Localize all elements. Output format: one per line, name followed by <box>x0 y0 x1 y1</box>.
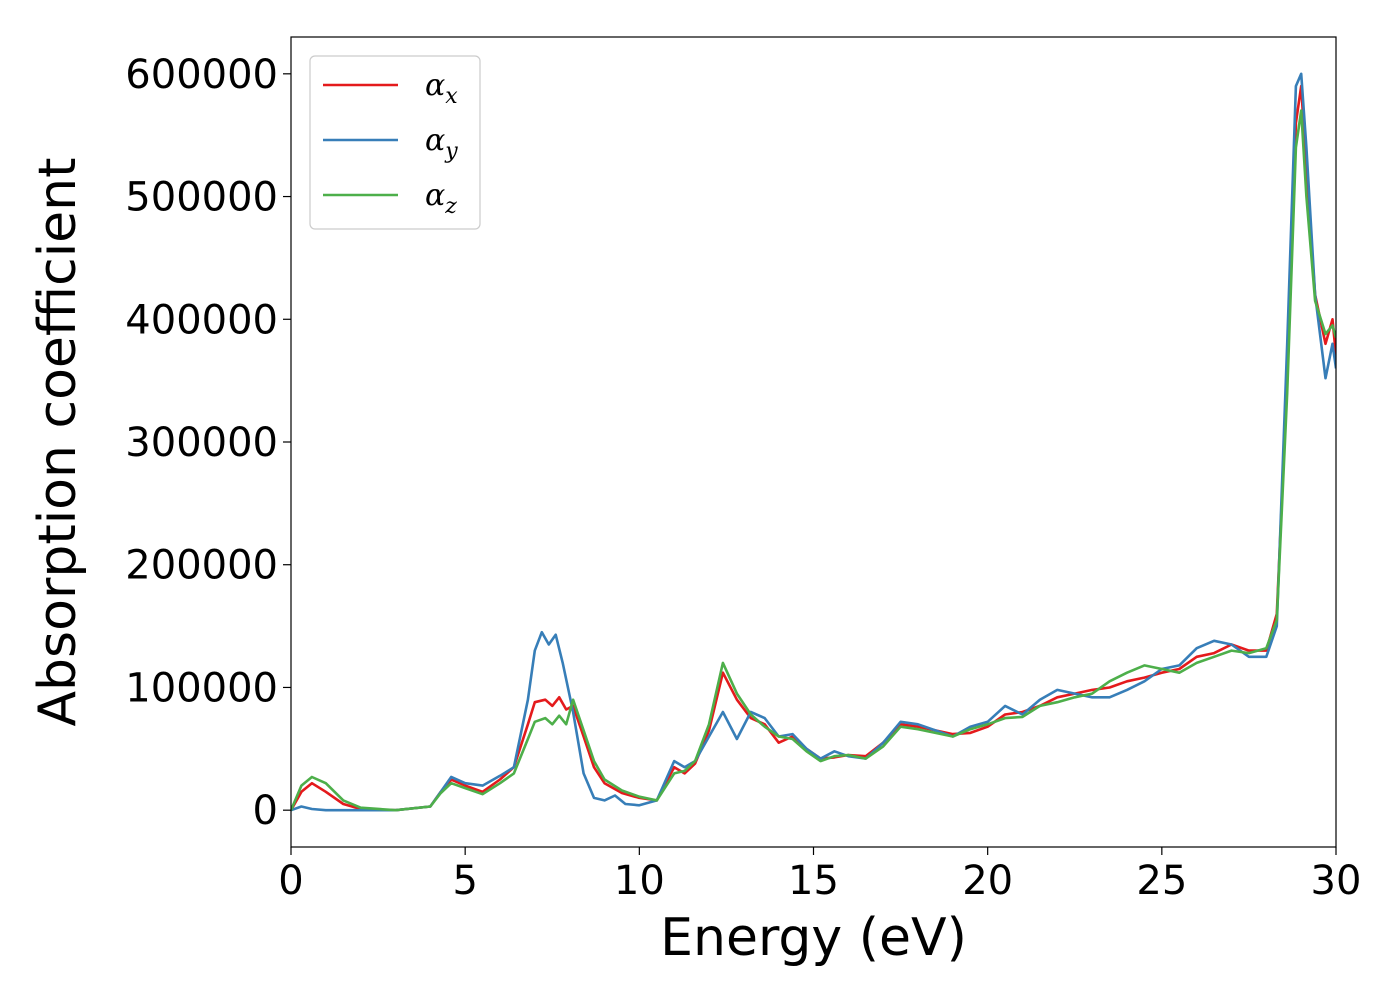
legend-item-y: αy <box>323 123 458 164</box>
series-line-z <box>291 109 1336 812</box>
legend-label-subscript: x <box>445 84 458 109</box>
legend-item-x: αx <box>323 68 458 109</box>
y-tick-label: 100000 <box>125 665 278 711</box>
legend-item-z: αz <box>323 178 457 219</box>
x-axis: 0 5 10 15 20 25 30 <box>278 847 1361 904</box>
y-axis-title: Absorption coefficient <box>28 157 88 726</box>
legend-label: αy <box>425 123 458 164</box>
y-tick-label: 300000 <box>125 420 278 466</box>
series-line-y <box>291 72 1336 812</box>
legend-label-subscript: y <box>444 139 458 164</box>
y-tick-label: 200000 <box>125 543 278 589</box>
x-tick-label: 30 <box>1311 858 1362 904</box>
x-tick-label: 0 <box>278 858 303 904</box>
legend-label-base: α <box>425 123 445 158</box>
x-tick-label: 10 <box>614 858 665 904</box>
x-tick-label: 20 <box>962 858 1013 904</box>
y-tick-label: 500000 <box>125 175 278 221</box>
y-axis: 0 100000 200000 300000 400000 500000 600000 <box>125 52 291 834</box>
x-tick-label: 15 <box>788 858 839 904</box>
legend-label-base: α <box>425 68 445 103</box>
legend-label-subscript: z <box>444 194 457 219</box>
legend-label: αx <box>425 68 458 109</box>
series-layer <box>291 72 1336 812</box>
x-tick-label: 5 <box>452 858 477 904</box>
legend-label-base: α <box>425 178 445 213</box>
x-axis-title: Energy (eV) <box>660 908 967 968</box>
legend-label: αz <box>425 178 457 219</box>
x-tick-label: 25 <box>1136 858 1187 904</box>
legend-box <box>309 55 481 230</box>
y-tick-label: 0 <box>253 788 278 834</box>
y-tick-label: 400000 <box>125 297 278 343</box>
y-tick-label: 600000 <box>125 52 278 98</box>
